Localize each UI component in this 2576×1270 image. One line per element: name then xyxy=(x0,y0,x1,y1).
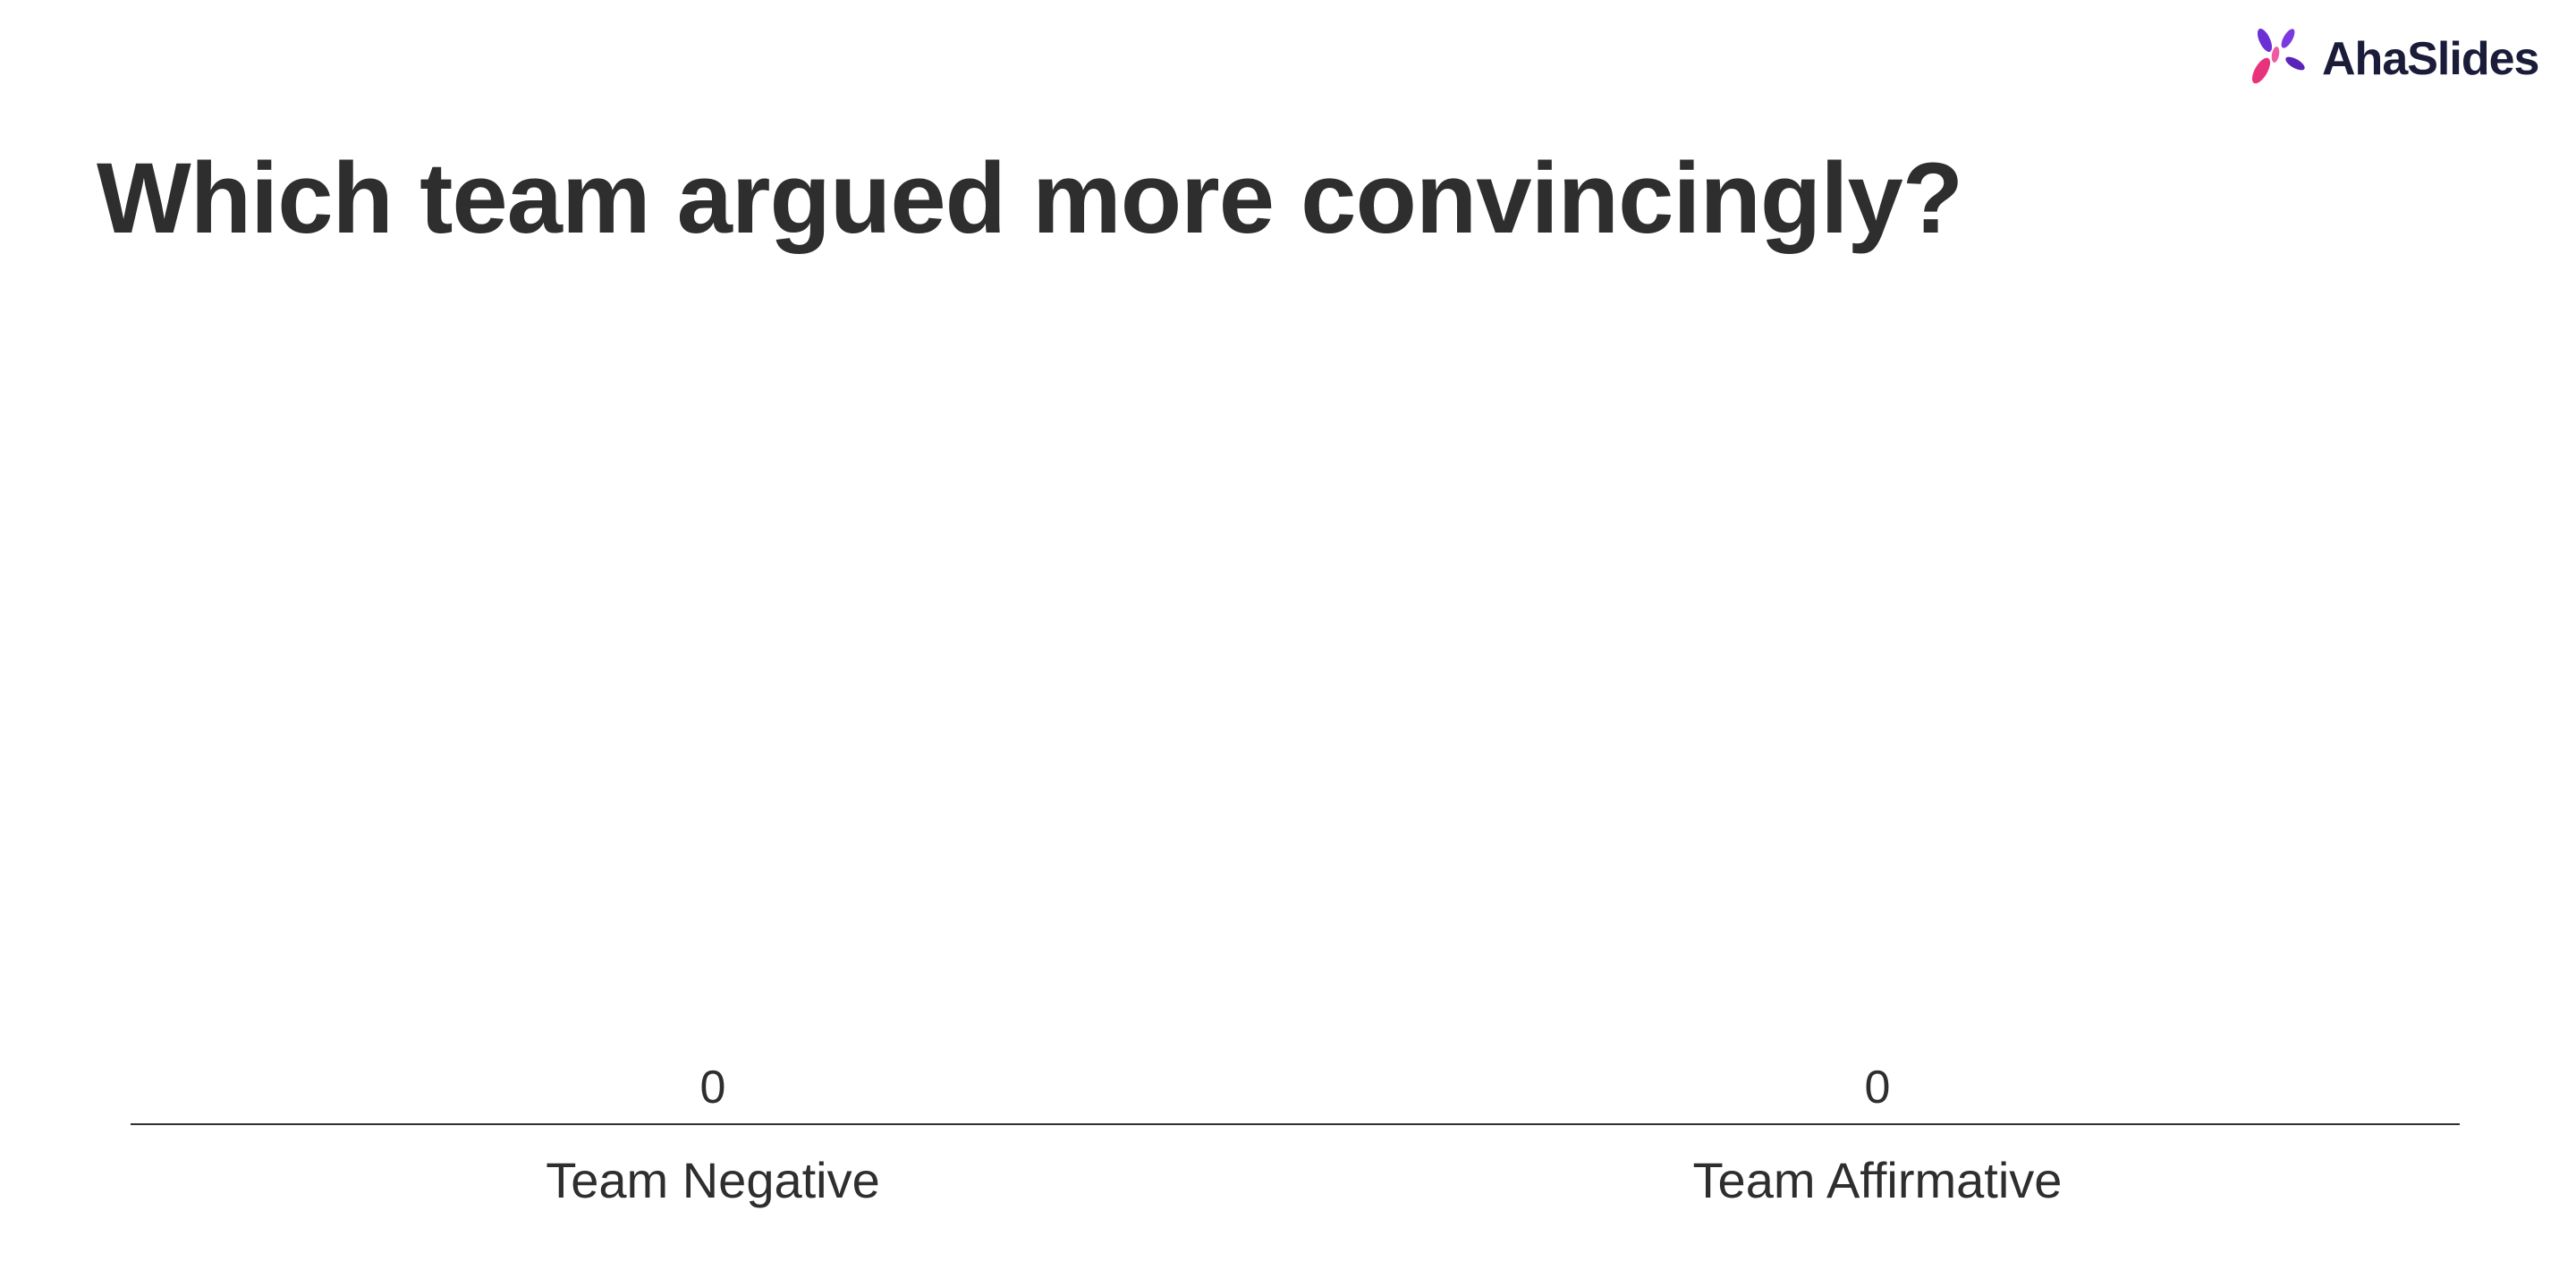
brand-name: AhaSlides xyxy=(2322,33,2539,85)
category-label-0: Team Negative xyxy=(546,1152,880,1208)
bar-value-label-1: 0 xyxy=(1865,1062,1891,1113)
slide-title: Which team argued more convincingly? xyxy=(97,142,1963,254)
brand-logo: AhaSlides xyxy=(2243,23,2539,95)
ahaslides-logo-icon xyxy=(2251,29,2305,84)
category-label-1: Team Affirmative xyxy=(1693,1152,2063,1208)
bar-value-label-0: 0 xyxy=(700,1062,726,1113)
